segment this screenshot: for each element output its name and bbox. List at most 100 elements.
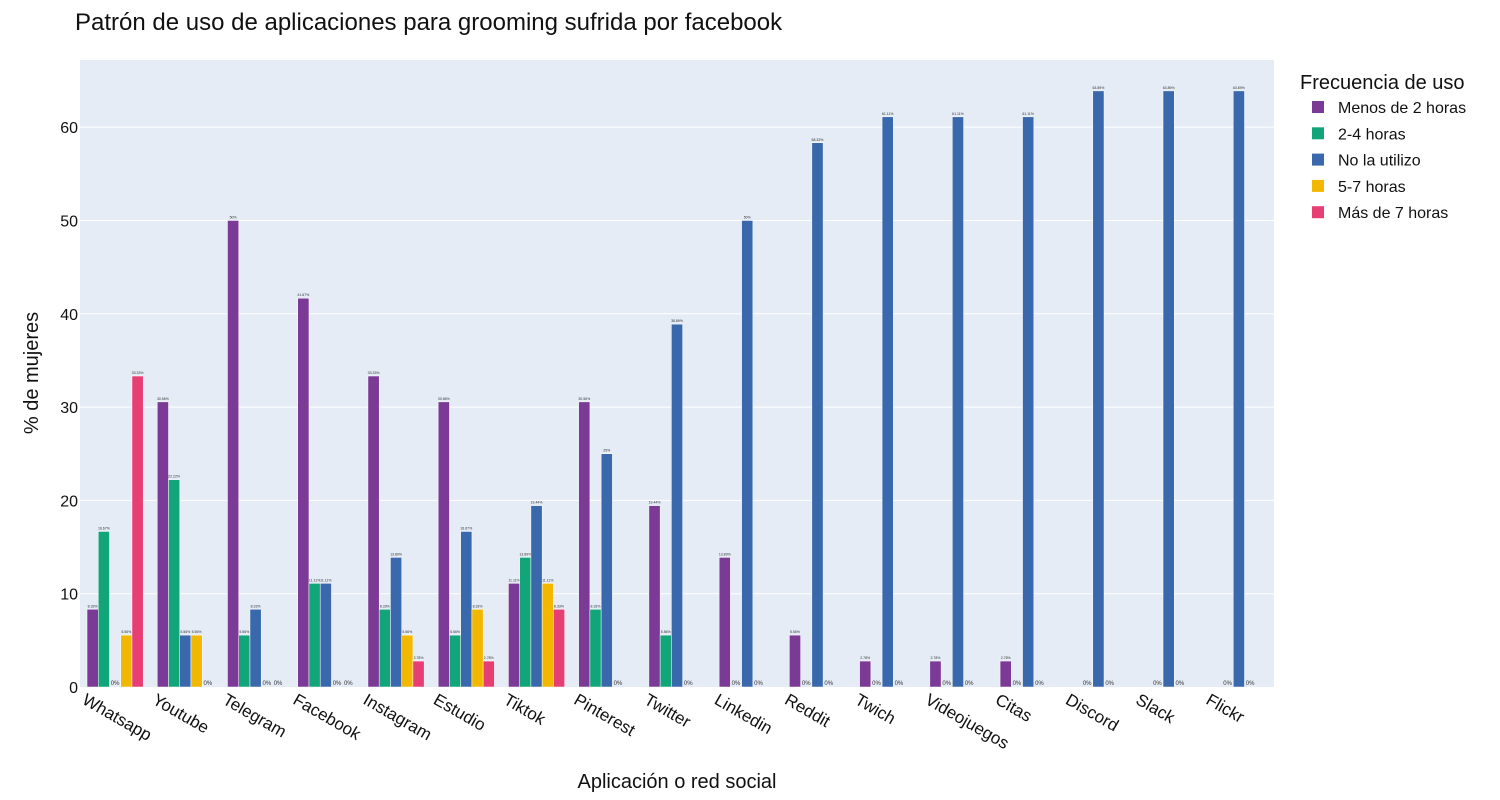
- legend-item-3[interactable]: No la utilizo: [1338, 153, 1421, 170]
- y-tick-label: 40: [60, 307, 78, 324]
- legend-swatch: [1312, 153, 1324, 166]
- bar-1-1[interactable]: [86, 609, 99, 688]
- x-axis-title: Aplicación o red social: [578, 771, 777, 793]
- data-label: 33.33%: [132, 371, 144, 375]
- x-tick-label: Twich: [852, 690, 899, 728]
- bar-2-2[interactable]: [168, 479, 180, 688]
- bar-1-9[interactable]: [648, 505, 661, 688]
- bar-1-11[interactable]: [789, 634, 801, 688]
- x-tick-label: Reddit: [781, 690, 833, 731]
- data-label: 16.67%: [98, 526, 110, 530]
- bar-3-8[interactable]: [600, 453, 613, 688]
- legend-item-1[interactable]: Menos de 2 horas: [1338, 100, 1466, 117]
- data-label: 2.78%: [930, 656, 940, 660]
- bar-3-13[interactable]: [952, 116, 964, 688]
- legend[interactable]: Menos de 2 horas 2-4 horas No la utilizo 5-…: [1312, 100, 1466, 222]
- bar-1-14[interactable]: [999, 660, 1012, 688]
- legend-item-2[interactable]: 2-4 horas: [1338, 126, 1406, 143]
- data-label: 30.56%: [438, 397, 450, 401]
- data-label: 0%: [824, 681, 833, 687]
- bar-3-4[interactable]: [319, 583, 332, 688]
- bar-2-6[interactable]: [449, 634, 461, 688]
- bar-4-6[interactable]: [471, 609, 484, 688]
- bar-3-7[interactable]: [530, 505, 543, 688]
- data-label: 63.89%: [1233, 86, 1245, 90]
- bar-2-5[interactable]: [378, 609, 391, 688]
- x-tick-label: Slack: [1133, 690, 1179, 727]
- bar-3-14[interactable]: [1022, 116, 1035, 688]
- data-label: 2.78%: [414, 656, 424, 660]
- data-label: 8.33%: [88, 604, 98, 608]
- bar-1-8[interactable]: [578, 401, 591, 688]
- bar-2-9[interactable]: [659, 634, 672, 688]
- bar-5-1[interactable]: [131, 375, 144, 688]
- bar-2-7[interactable]: [519, 557, 532, 688]
- legend-item-4[interactable]: 5-7 horas: [1338, 179, 1406, 196]
- x-tick-label: Pinterest: [571, 690, 639, 740]
- bar-1-12[interactable]: [859, 660, 872, 688]
- bar-3-10[interactable]: [741, 220, 754, 688]
- data-label: 8.33%: [251, 604, 261, 608]
- bar-5-7[interactable]: [553, 609, 565, 688]
- data-label: 13.89%: [390, 552, 402, 556]
- bar-2-8[interactable]: [589, 609, 602, 688]
- bar-1-3[interactable]: [227, 220, 239, 688]
- data-label: 0%: [262, 681, 271, 687]
- data-label: 50%: [230, 215, 237, 219]
- bar-2-3[interactable]: [238, 634, 251, 688]
- x-tick-label: Flickr: [1203, 690, 1248, 727]
- data-label: 19.44%: [531, 501, 543, 505]
- x-tick-label: Whatsapp: [79, 690, 155, 745]
- bar-5-6[interactable]: [482, 660, 495, 688]
- bar-1-10[interactable]: [718, 557, 731, 688]
- bar-2-1[interactable]: [98, 531, 110, 688]
- data-label: 5.56%: [180, 630, 190, 634]
- bar-4-5[interactable]: [401, 634, 414, 688]
- legend-title: Frecuencia de uso: [1300, 72, 1465, 94]
- bar-1-2[interactable]: [157, 401, 169, 688]
- data-label: 13.89%: [719, 552, 731, 556]
- bar-1-6[interactable]: [437, 401, 450, 688]
- bar-3-16[interactable]: [1162, 90, 1175, 688]
- legend-item-5[interactable]: Más de 7 horas: [1338, 205, 1448, 222]
- bar-1-7[interactable]: [508, 583, 520, 688]
- bar-3-5[interactable]: [390, 557, 402, 688]
- data-label: 0%: [965, 681, 974, 687]
- bar-4-2[interactable]: [190, 634, 203, 688]
- data-label: 61.11%: [952, 112, 964, 116]
- bar-3-12[interactable]: [881, 116, 894, 688]
- data-label: 0%: [802, 681, 811, 687]
- bar-4-7[interactable]: [541, 583, 554, 688]
- bar-3-2[interactable]: [179, 634, 192, 688]
- bar-3-15[interactable]: [1092, 90, 1105, 688]
- data-label: 63.89%: [1092, 86, 1104, 90]
- bar-3-17[interactable]: [1233, 90, 1245, 688]
- x-tick-label: Citas: [992, 690, 1035, 726]
- bar-1-13[interactable]: [929, 660, 942, 688]
- bar-1-4[interactable]: [297, 297, 310, 688]
- data-label: 5.56%: [121, 630, 131, 634]
- y-tick-label: 30: [60, 400, 78, 417]
- data-label: 0%: [333, 681, 342, 687]
- y-tick-label: 20: [60, 493, 78, 510]
- x-tick-label: Tiktok: [501, 690, 550, 729]
- bar-1-5[interactable]: [367, 375, 380, 688]
- data-label: 8.33%: [473, 604, 483, 608]
- x-tick-label: Youtube: [149, 690, 212, 737]
- data-label: 38.89%: [671, 319, 683, 323]
- bar-4-1[interactable]: [120, 634, 133, 688]
- bar-2-4[interactable]: [308, 583, 321, 688]
- y-tick-label: 0: [69, 680, 78, 697]
- x-tick-label: Linkedin: [711, 690, 775, 738]
- data-label: 61.11%: [882, 112, 894, 116]
- data-label: 0%: [732, 681, 741, 687]
- data-label: 58.33%: [812, 138, 824, 142]
- bar-3-3[interactable]: [249, 609, 262, 688]
- data-label: 2.78%: [860, 656, 870, 660]
- bar-5-5[interactable]: [412, 660, 425, 688]
- bar-3-9[interactable]: [671, 323, 683, 688]
- bar-3-6[interactable]: [460, 531, 473, 688]
- bar-3-11[interactable]: [811, 142, 824, 688]
- chart-title: Patrón de uso de aplicaciones para groom…: [75, 9, 783, 36]
